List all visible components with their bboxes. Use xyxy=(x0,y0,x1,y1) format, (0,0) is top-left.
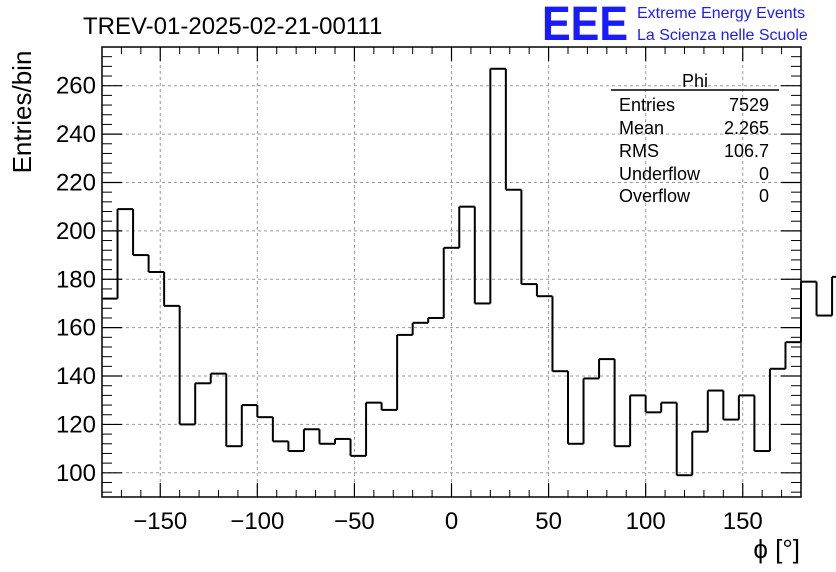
y-tick-label: 120 xyxy=(56,411,96,438)
stats-box: Phi Entries 7529 Mean 2.265 RMS 106.7 Un… xyxy=(611,71,779,206)
x-tick-label: 0 xyxy=(445,508,458,535)
stats-label: RMS xyxy=(619,141,659,161)
stats-value: 2.265 xyxy=(724,118,769,138)
stats-value: 7529 xyxy=(729,95,769,115)
y-tick-label: 220 xyxy=(56,169,96,196)
y-tick-label: 200 xyxy=(56,218,96,245)
x-tick-label: 100 xyxy=(626,508,666,535)
stats-value: 0 xyxy=(759,186,769,206)
stats-value: 0 xyxy=(759,164,769,184)
logo-mark: EEE xyxy=(542,0,628,51)
histogram-layer xyxy=(102,67,836,477)
x-tick-label: −50 xyxy=(334,508,375,535)
x-tick-label: 150 xyxy=(723,508,763,535)
y-tick-label: 140 xyxy=(56,363,96,390)
x-axis-label: ϕ [°] xyxy=(753,534,800,564)
stats-label: Entries xyxy=(619,95,675,115)
stats-label: Underflow xyxy=(619,164,701,184)
y-axis-label: Entries/bin xyxy=(7,51,37,174)
y-tick-label: 100 xyxy=(56,460,96,487)
grid-layer xyxy=(102,47,801,497)
x-tick-label: −100 xyxy=(230,508,284,535)
stats-value: 106.7 xyxy=(724,141,769,161)
stats-label: Overflow xyxy=(619,186,691,206)
logo-line-2: La Scienza nelle Scuole xyxy=(637,27,808,44)
stats-name: Phi xyxy=(682,71,708,91)
chart-title: TREV-01-2025-02-21-00111 xyxy=(83,13,382,40)
x-tick-label: −150 xyxy=(133,508,187,535)
stats-label: Mean xyxy=(619,118,664,138)
y-tick-label: 160 xyxy=(56,315,96,342)
x-tick-label: 50 xyxy=(535,508,562,535)
logo-line-1: Extreme Energy Events xyxy=(637,5,805,22)
axis-layer: −150 −100 −50 0 50 100 150 100 120 140 160 180 200 22… xyxy=(56,46,802,535)
y-tick-label: 240 xyxy=(56,121,96,148)
eee-logo: EEE Extreme Energy Events La Scienza nel… xyxy=(542,0,808,51)
y-tick-label: 260 xyxy=(56,73,96,100)
y-tick-label: 180 xyxy=(56,266,96,293)
